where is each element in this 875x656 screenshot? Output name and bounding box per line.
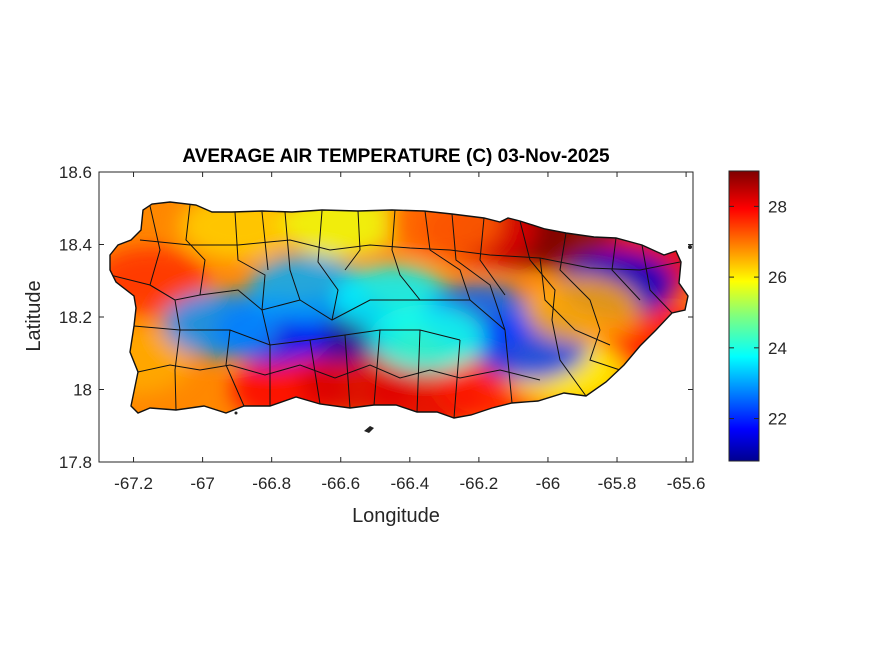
y-axis-label: Latitude (23, 280, 45, 351)
x-axis: -67.2 -67 -66.8 -66.6 -66.4 -66.2 -66 -65.8 -65.… (114, 172, 705, 493)
municipal-boundary (344, 210, 361, 271)
temperature-blobs (110, 202, 688, 418)
municipal-boundary (225, 329, 245, 407)
colorbar-ticks: 22 24 26 28 (729, 197, 787, 429)
temperature-cell (369, 304, 486, 373)
municipal-boundary (185, 204, 206, 296)
municipal-boundary (317, 210, 339, 321)
x-tick-label: -66.4 (390, 474, 429, 493)
municipal-boundary (453, 339, 461, 418)
municipal-boundary (284, 211, 301, 301)
municipal-boundary (139, 239, 681, 271)
municipal-boundary (424, 210, 471, 301)
x-tick-label: -65.8 (598, 474, 637, 493)
municipal-boundary (641, 244, 673, 314)
municipal-boundary (559, 232, 601, 331)
x-tick-label: -66.8 (252, 474, 291, 493)
islet-southwest (234, 411, 238, 415)
y-tick-label: 18.2 (59, 308, 92, 327)
colorbar-tick-label: 26 (768, 268, 787, 287)
municipal-boundaries (110, 204, 681, 418)
municipal-boundary (137, 364, 541, 381)
municipal-boundary (309, 339, 321, 405)
municipal-boundary (589, 329, 621, 371)
municipal-boundary (133, 325, 461, 346)
municipal-boundary (391, 209, 421, 301)
temperature-cell (161, 290, 278, 359)
municipal-boundary (110, 274, 506, 331)
x-tick-label: -66.6 (321, 474, 360, 493)
islet-east (688, 245, 692, 249)
colorbar-tick-label: 22 (768, 410, 787, 429)
y-tick-label: 17.8 (59, 453, 92, 472)
municipal-boundary (234, 211, 271, 346)
temperature-field (109, 201, 692, 433)
municipal-boundary (504, 329, 513, 404)
municipal-boundary (551, 319, 587, 397)
x-tick-label: -67 (190, 474, 215, 493)
islet-caja-de-muertos (364, 426, 374, 433)
municipal-boundary (539, 257, 611, 346)
chart-title: AVERAGE AIR TEMPERATURE (C) 03-Nov-2025 (182, 146, 610, 167)
municipal-boundary (344, 334, 351, 409)
municipal-boundary (373, 329, 381, 406)
x-axis-label: Longitude (352, 505, 440, 527)
municipal-boundary (416, 329, 421, 413)
colorbar-tick-label: 24 (768, 339, 787, 358)
municipal-boundary (174, 329, 181, 411)
colorbar (728, 170, 760, 462)
x-tick-label: -67.2 (114, 474, 153, 493)
municipal-boundary (611, 237, 641, 301)
colorbar-tick-label: 28 (768, 197, 787, 216)
y-tick-label: 18.6 (59, 163, 92, 182)
municipal-boundary (479, 217, 506, 296)
x-tick-label: -65.6 (667, 474, 706, 493)
x-tick-label: -66.2 (460, 474, 499, 493)
y-tick-label: 18.4 (59, 236, 92, 255)
y-tick-label: 18 (73, 381, 92, 400)
small-islets (234, 245, 692, 433)
x-tick-label: -66 (536, 474, 561, 493)
municipal-boundary (261, 211, 269, 271)
y-axis: 17.8 18 18.2 18.4 18.6 (59, 163, 693, 472)
municipal-boundary (451, 213, 506, 331)
